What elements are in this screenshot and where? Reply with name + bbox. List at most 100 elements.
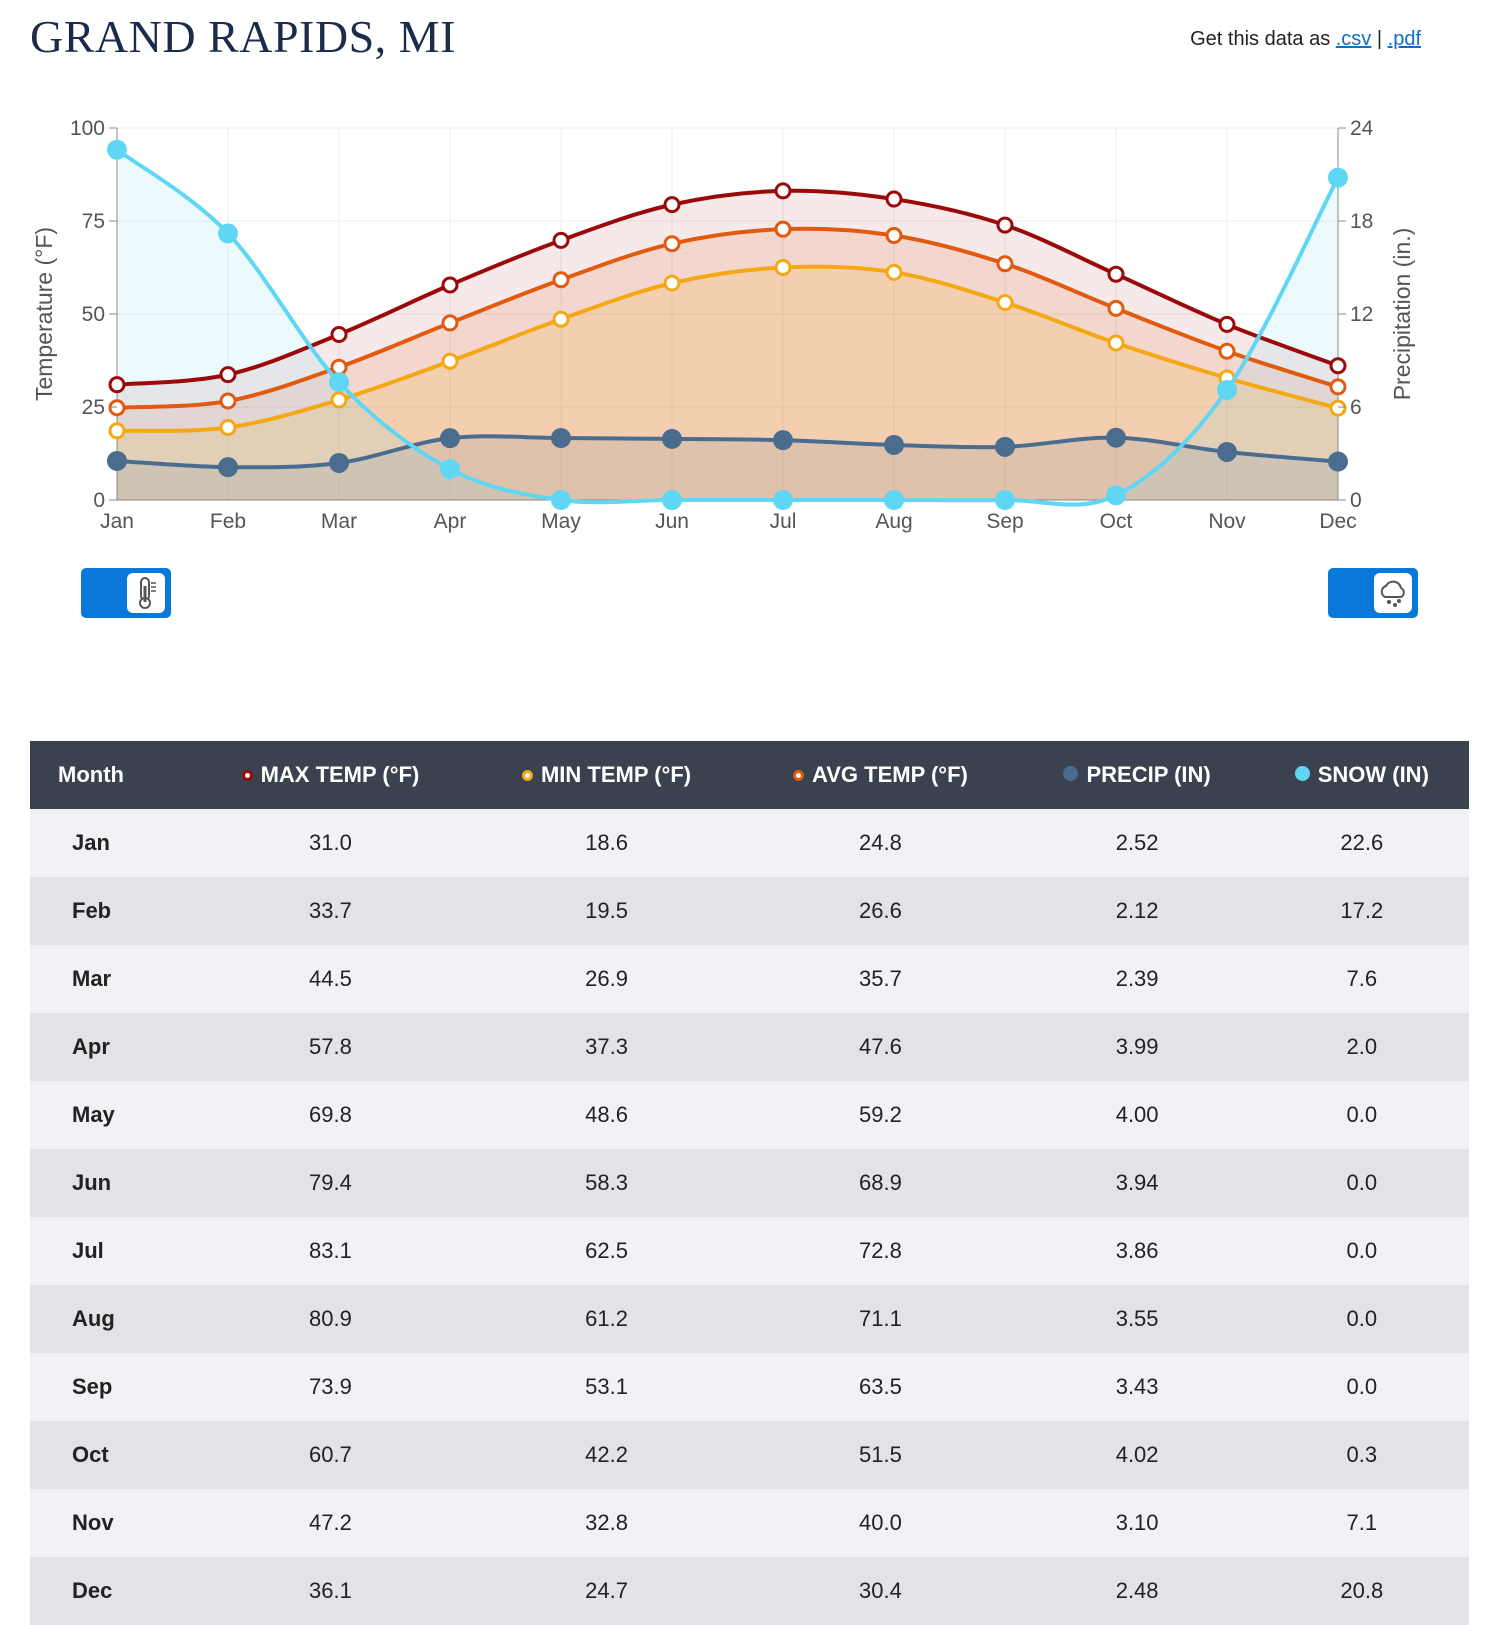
table-row: Dec 36.1 24.7 30.4 2.48 20.8 bbox=[30, 1557, 1469, 1625]
max-temp-legend-dot bbox=[241, 770, 253, 781]
data-point bbox=[440, 459, 460, 479]
cell-min-temp: 42.2 bbox=[471, 1421, 742, 1489]
y2-tick-label: 6 bbox=[1350, 396, 1362, 419]
header-precip-label: PRECIP (IN) bbox=[1086, 762, 1211, 787]
data-point bbox=[441, 314, 459, 332]
cell-month: Oct bbox=[30, 1421, 189, 1489]
x-tick-label: Sep bbox=[986, 510, 1023, 533]
data-point bbox=[1329, 399, 1347, 417]
data-point bbox=[663, 235, 681, 253]
data-point bbox=[1107, 265, 1125, 283]
cell-snow: 20.8 bbox=[1254, 1557, 1469, 1625]
header-avg-temp: AVG TEMP (°F) bbox=[741, 741, 1020, 809]
x-tick-label: May bbox=[541, 510, 581, 533]
data-point bbox=[885, 263, 903, 281]
table-row: Feb 33.7 19.5 26.6 2.12 17.2 bbox=[30, 877, 1469, 945]
data-point bbox=[108, 399, 126, 417]
header-precip: PRECIP (IN) bbox=[1019, 741, 1255, 809]
data-point bbox=[441, 276, 459, 294]
data-point bbox=[995, 436, 1015, 457]
cell-avg-temp: 35.7 bbox=[741, 945, 1020, 1013]
cell-month: Jan bbox=[30, 809, 189, 877]
cell-month: Jun bbox=[30, 1149, 189, 1217]
cell-month: Apr bbox=[30, 1013, 189, 1081]
cell-month: May bbox=[30, 1081, 189, 1149]
cell-min-temp: 48.6 bbox=[471, 1081, 742, 1149]
cell-avg-temp: 26.6 bbox=[741, 877, 1020, 945]
cell-precip: 2.39 bbox=[1019, 945, 1255, 1013]
data-point bbox=[330, 391, 348, 409]
data-point bbox=[218, 223, 238, 244]
y-tick-label: 0 bbox=[93, 489, 105, 512]
data-point bbox=[774, 220, 792, 238]
table-row: Apr 57.8 37.3 47.6 3.99 2.0 bbox=[30, 1013, 1469, 1081]
header-snow-label: SNOW (IN) bbox=[1317, 762, 1429, 787]
cell-max-temp: 57.8 bbox=[189, 1013, 472, 1081]
cell-min-temp: 26.9 bbox=[471, 945, 742, 1013]
cell-snow: 7.6 bbox=[1254, 945, 1469, 1013]
data-point bbox=[551, 490, 571, 510]
data-point bbox=[330, 358, 348, 376]
cell-month: Mar bbox=[30, 945, 189, 1013]
cell-avg-temp: 40.0 bbox=[741, 1489, 1020, 1557]
data-point bbox=[1218, 342, 1236, 360]
data-point bbox=[1106, 485, 1126, 506]
data-point bbox=[662, 490, 682, 510]
y2-tick-label: 0 bbox=[1350, 489, 1362, 512]
cell-month: Nov bbox=[30, 1489, 189, 1557]
table-row: Sep 73.9 53.1 63.5 3.43 0.0 bbox=[30, 1353, 1469, 1421]
cell-max-temp: 36.1 bbox=[189, 1557, 472, 1625]
data-point bbox=[773, 490, 793, 510]
get-data-label: Get this data as bbox=[1190, 28, 1331, 50]
table-row: Nov 47.2 32.8 40.0 3.10 7.1 bbox=[30, 1489, 1469, 1557]
y-tick-label: 75 bbox=[82, 210, 105, 233]
data-point bbox=[1217, 379, 1237, 400]
y-axis-title: Temperature (°F) bbox=[31, 227, 57, 401]
cell-month: Dec bbox=[30, 1557, 189, 1625]
y-tick-label: 100 bbox=[70, 117, 105, 140]
data-point bbox=[1107, 334, 1125, 352]
data-point bbox=[773, 430, 793, 451]
cell-snow: 17.2 bbox=[1254, 877, 1469, 945]
csv-link[interactable]: .csv bbox=[1335, 28, 1372, 50]
cell-month: Sep bbox=[30, 1353, 189, 1421]
header-min-temp: MIN TEMP (°F) bbox=[471, 741, 742, 809]
cell-min-temp: 58.3 bbox=[471, 1149, 742, 1217]
data-point bbox=[995, 490, 1015, 510]
data-point bbox=[663, 196, 681, 214]
data-point bbox=[1217, 441, 1237, 462]
data-point bbox=[884, 434, 904, 455]
cell-max-temp: 60.7 bbox=[189, 1421, 472, 1489]
header-month: Month bbox=[30, 741, 189, 809]
x-tick-label: Jun bbox=[655, 510, 689, 533]
data-point bbox=[774, 259, 792, 276]
cell-min-temp: 24.7 bbox=[471, 1557, 742, 1625]
data-point bbox=[219, 366, 237, 384]
x-tick-label: Nov bbox=[1208, 510, 1246, 533]
header-max-temp: MAX TEMP (°F) bbox=[189, 741, 472, 809]
cell-min-temp: 32.8 bbox=[471, 1489, 742, 1557]
cell-min-temp: 19.5 bbox=[471, 877, 742, 945]
header-min-temp-label: MIN TEMP (°F) bbox=[540, 762, 692, 787]
climate-table: Month MAX TEMP (°F) MIN TEMP (°F) AVG TE… bbox=[30, 741, 1469, 1625]
table-row: Mar 44.5 26.9 35.7 2.39 7.6 bbox=[30, 945, 1469, 1013]
cell-snow: 0.0 bbox=[1254, 1217, 1469, 1285]
cell-max-temp: 47.2 bbox=[189, 1489, 472, 1557]
cell-snow: 7.1 bbox=[1254, 1489, 1469, 1557]
data-point bbox=[663, 274, 681, 292]
cell-precip: 3.99 bbox=[1019, 1013, 1255, 1081]
temperature-toggle[interactable] bbox=[81, 568, 171, 618]
data-point bbox=[552, 231, 570, 249]
data-point bbox=[662, 428, 682, 449]
data-point bbox=[1107, 299, 1125, 317]
climate-chart: Jan Feb Mar Apr May Jun Jul Aug Sep Oct Nov Dec0255… bbox=[31, 117, 1415, 533]
precipitation-toggle[interactable] bbox=[1328, 568, 1418, 618]
cell-min-temp: 18.6 bbox=[471, 809, 742, 877]
cell-snow: 0.3 bbox=[1254, 1421, 1469, 1489]
table-row: Aug 80.9 61.2 71.1 3.55 0.0 bbox=[30, 1285, 1469, 1353]
data-point bbox=[774, 182, 792, 200]
pdf-link[interactable]: .pdf bbox=[1387, 28, 1421, 50]
series-line bbox=[116, 264, 1339, 433]
cell-max-temp: 31.0 bbox=[189, 809, 472, 877]
cell-avg-temp: 30.4 bbox=[741, 1557, 1020, 1625]
